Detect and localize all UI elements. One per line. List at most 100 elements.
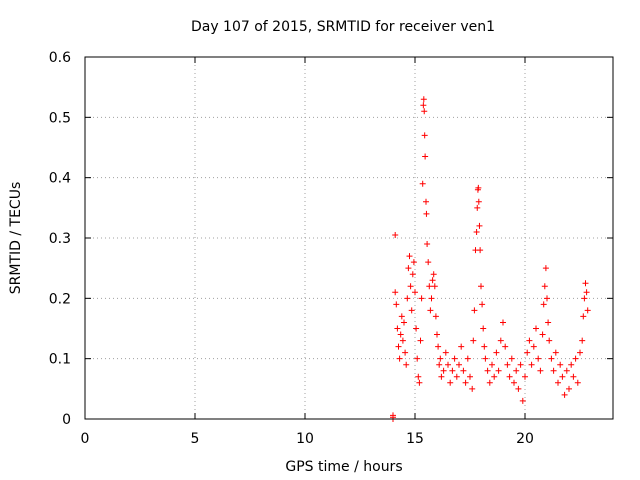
data-point [420, 96, 427, 103]
data-point [581, 295, 588, 302]
data-point [390, 412, 396, 419]
data-point [497, 337, 504, 344]
data-point [530, 343, 537, 350]
data-point [541, 283, 548, 290]
data-point [513, 367, 520, 374]
x-tick-label: 15 [406, 431, 424, 447]
data-point [546, 337, 553, 344]
data-point [436, 361, 443, 368]
chart-title: Day 107 of 2015, SRMTID for receiver ven… [191, 19, 495, 35]
data-point [495, 367, 502, 374]
data-point [421, 108, 428, 115]
data-point [557, 361, 564, 368]
data-point [545, 319, 552, 326]
data-point [428, 295, 435, 302]
data-point [470, 337, 477, 344]
data-point [477, 247, 484, 254]
data-point [396, 355, 403, 362]
data-point [447, 379, 454, 386]
data-point [500, 319, 506, 326]
data-point [408, 307, 415, 314]
data-point [426, 283, 433, 290]
data-point [420, 102, 427, 109]
y-tick-label: 0 [62, 412, 71, 428]
data-point [480, 325, 487, 332]
data-point [559, 373, 566, 380]
data-point [471, 307, 478, 314]
data-point [427, 307, 434, 314]
data-point [537, 367, 544, 374]
plot-frame [84, 56, 614, 420]
data-point [580, 313, 587, 320]
data-point [430, 271, 437, 278]
data-point [539, 331, 546, 338]
y-tick-label: 0.5 [49, 110, 71, 126]
data-point [489, 361, 495, 368]
data-point [563, 367, 570, 374]
data-point [475, 184, 482, 191]
data-point [431, 283, 438, 290]
data-point [473, 228, 480, 235]
data-point [502, 343, 509, 350]
data-point [403, 361, 410, 368]
data-point [419, 180, 426, 187]
data-point [412, 289, 418, 296]
data-point [478, 283, 484, 290]
data-point [548, 355, 555, 362]
data-point [574, 379, 581, 386]
data-point [464, 355, 471, 362]
data-point [506, 373, 513, 380]
x-tick-label: 0 [81, 431, 90, 447]
data-point [540, 301, 547, 308]
data-point [584, 307, 591, 314]
data-point [469, 385, 476, 392]
x-tick-label: 20 [516, 431, 534, 447]
data-point [432, 313, 439, 320]
data-point [429, 277, 436, 284]
data-point [579, 337, 586, 344]
data-point [577, 349, 583, 356]
data-point [533, 325, 539, 332]
data-point [405, 265, 412, 272]
x-tick-label: 10 [296, 431, 314, 447]
data-point [414, 355, 421, 362]
data-point [486, 379, 493, 386]
data-point [460, 367, 467, 374]
x-tick-label: 5 [191, 431, 200, 447]
data-point [406, 253, 413, 260]
data-point [572, 355, 579, 362]
data-point [438, 373, 445, 380]
data-point [542, 265, 549, 272]
data-points [390, 96, 591, 422]
y-tick-label: 0.4 [49, 171, 71, 187]
data-point [399, 337, 406, 344]
data-point [570, 373, 577, 380]
data-point [475, 198, 482, 205]
data-point [552, 349, 559, 356]
data-point [434, 331, 440, 338]
grid [85, 57, 613, 419]
data-point [528, 361, 535, 368]
data-point [402, 349, 409, 356]
data-point [449, 367, 456, 374]
data-point [511, 379, 517, 386]
data-point [401, 319, 407, 326]
data-point [555, 379, 561, 386]
y-tick-label: 0.3 [49, 231, 71, 247]
data-point [568, 361, 575, 368]
data-point [493, 349, 500, 356]
data-point [423, 210, 430, 217]
data-point [440, 367, 447, 374]
y-tick-label: 0.6 [49, 50, 71, 66]
data-point [453, 373, 460, 380]
data-point [410, 259, 417, 266]
x-axis-label: GPS time / hours [285, 459, 402, 475]
data-point [491, 373, 498, 380]
data-point [476, 222, 483, 229]
data-point [566, 385, 572, 392]
data-point [393, 301, 400, 308]
data-point [409, 271, 416, 278]
axis-ticks: 0 0.1 0.2 0.3 0.4 0.5 0.6 0 5 10 15 20 [49, 50, 613, 447]
data-point [445, 361, 451, 368]
